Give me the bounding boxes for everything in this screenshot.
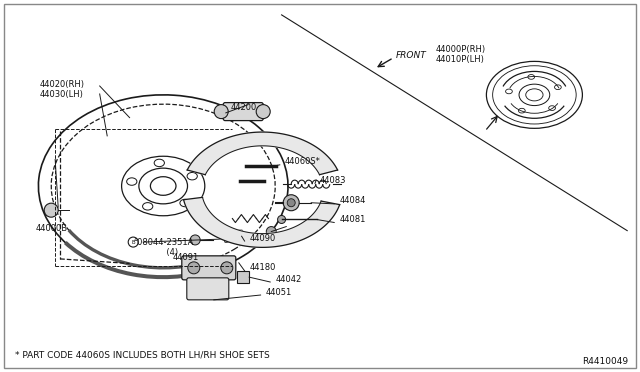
Ellipse shape bbox=[221, 262, 233, 274]
Ellipse shape bbox=[188, 262, 200, 274]
Ellipse shape bbox=[214, 105, 228, 119]
Text: 44084: 44084 bbox=[339, 196, 365, 205]
Polygon shape bbox=[188, 132, 337, 175]
Text: 44081: 44081 bbox=[339, 215, 365, 224]
Text: 44060S*: 44060S* bbox=[285, 157, 321, 166]
Text: R4410049: R4410049 bbox=[582, 357, 628, 366]
Ellipse shape bbox=[287, 199, 295, 207]
Text: 44090: 44090 bbox=[250, 234, 276, 243]
Text: 44051: 44051 bbox=[266, 288, 292, 296]
Text: 44180: 44180 bbox=[250, 263, 276, 272]
Polygon shape bbox=[184, 197, 340, 247]
Text: B: B bbox=[131, 240, 135, 244]
Ellipse shape bbox=[190, 235, 200, 245]
Text: 44042: 44042 bbox=[275, 275, 301, 283]
Ellipse shape bbox=[278, 215, 285, 224]
Text: 44091: 44091 bbox=[173, 253, 199, 262]
Text: 44000B: 44000B bbox=[35, 224, 67, 233]
Ellipse shape bbox=[44, 203, 58, 217]
Bar bbox=[237, 271, 249, 283]
Text: 44200: 44200 bbox=[231, 103, 257, 112]
Text: 44083: 44083 bbox=[320, 176, 346, 185]
Text: * PART CODE 44060S INCLUDES BOTH LH/RH SHOE SETS: * PART CODE 44060S INCLUDES BOTH LH/RH S… bbox=[15, 350, 269, 359]
Text: FRONT: FRONT bbox=[396, 51, 426, 60]
Text: 44000P(RH)
44010P(LH): 44000P(RH) 44010P(LH) bbox=[435, 45, 485, 64]
Ellipse shape bbox=[266, 227, 276, 237]
Text: °08044-2351A
       (4): °08044-2351A (4) bbox=[133, 238, 193, 257]
FancyBboxPatch shape bbox=[223, 103, 263, 121]
FancyBboxPatch shape bbox=[182, 256, 236, 280]
FancyBboxPatch shape bbox=[187, 278, 229, 300]
Ellipse shape bbox=[283, 195, 300, 211]
FancyBboxPatch shape bbox=[225, 230, 243, 242]
Ellipse shape bbox=[256, 105, 270, 119]
Text: 44020(RH)
44030(LH): 44020(RH) 44030(LH) bbox=[40, 80, 84, 99]
